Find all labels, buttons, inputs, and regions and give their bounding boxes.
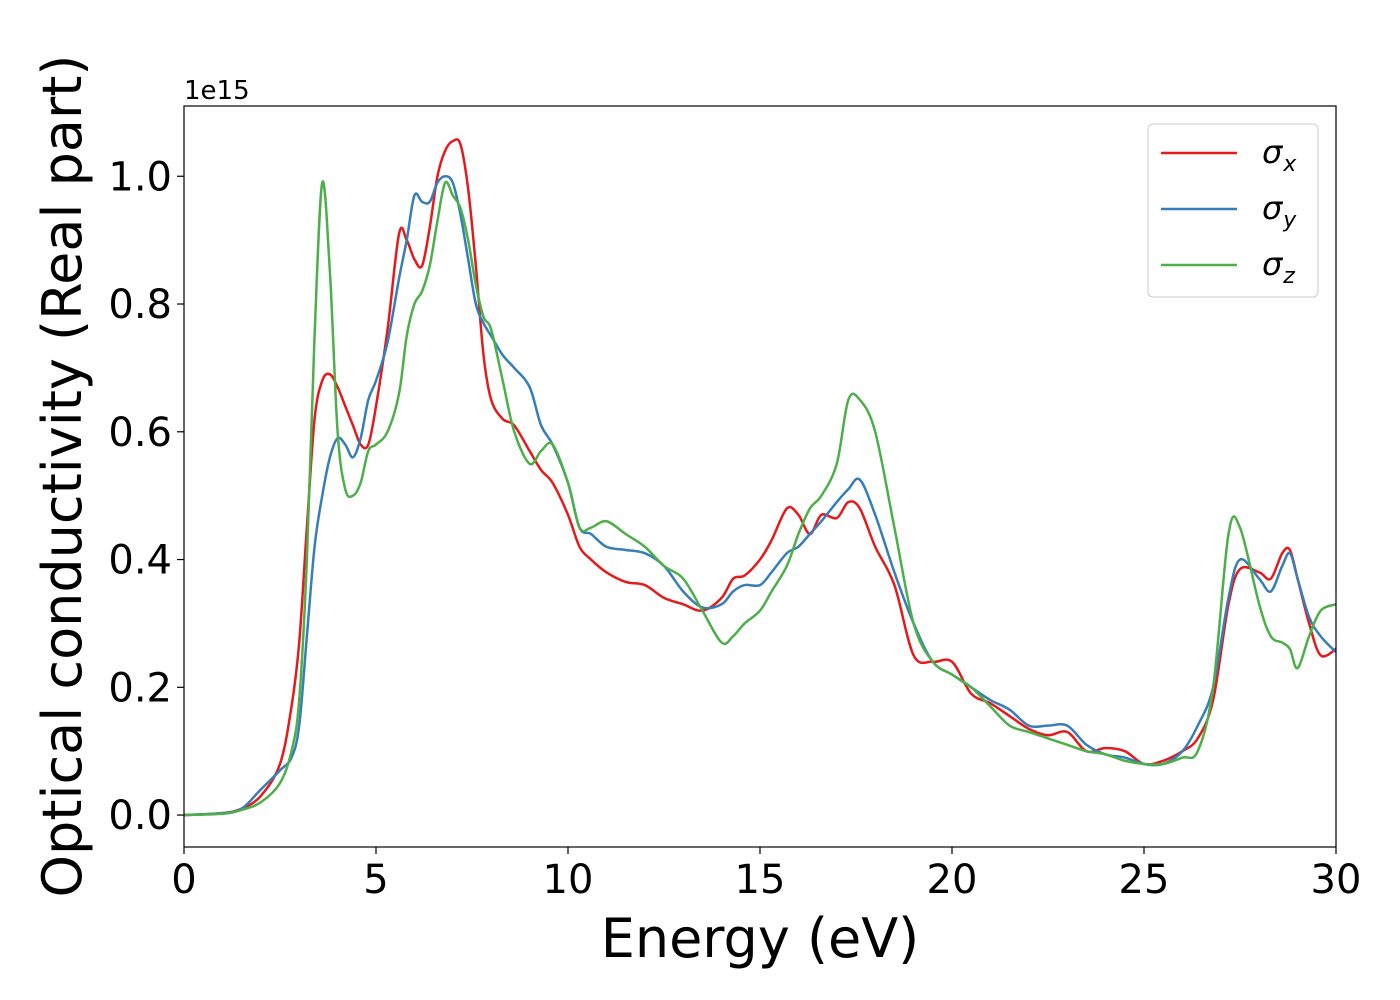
x-tick-label: 30	[1311, 857, 1362, 903]
y-tick-label: 0.0	[108, 793, 172, 839]
legend-box	[1147, 123, 1319, 298]
x-tick-label: 20	[927, 857, 978, 903]
series-line-z	[184, 180, 1336, 817]
x-axis-label: Energy (eV)	[601, 907, 920, 970]
x-tick-label: 10	[543, 857, 594, 903]
x-tick-label: 25	[1119, 857, 1170, 903]
x-tick-label: 0	[171, 857, 196, 903]
y-tick-label: 0.2	[108, 665, 172, 711]
y-axis-label: Optical conductivity (Real part)	[31, 55, 94, 898]
x-tick-label: 15	[735, 857, 786, 903]
y-tick-label: 0.4	[108, 538, 172, 584]
series-layer	[184, 138, 1336, 817]
x-axis: 0 5 10 15 20 25 30	[171, 847, 1361, 903]
x-tick-label: 5	[363, 857, 388, 903]
y-tick-label: 0.8	[108, 282, 172, 328]
y-axis: 0.0 0.2 0.4 0.6 0.8 1.0	[108, 154, 184, 839]
y-tick-label: 1.0	[108, 154, 172, 200]
y-offset-label: 1e15	[184, 76, 250, 106]
y-tick-label: 0.6	[108, 410, 172, 456]
